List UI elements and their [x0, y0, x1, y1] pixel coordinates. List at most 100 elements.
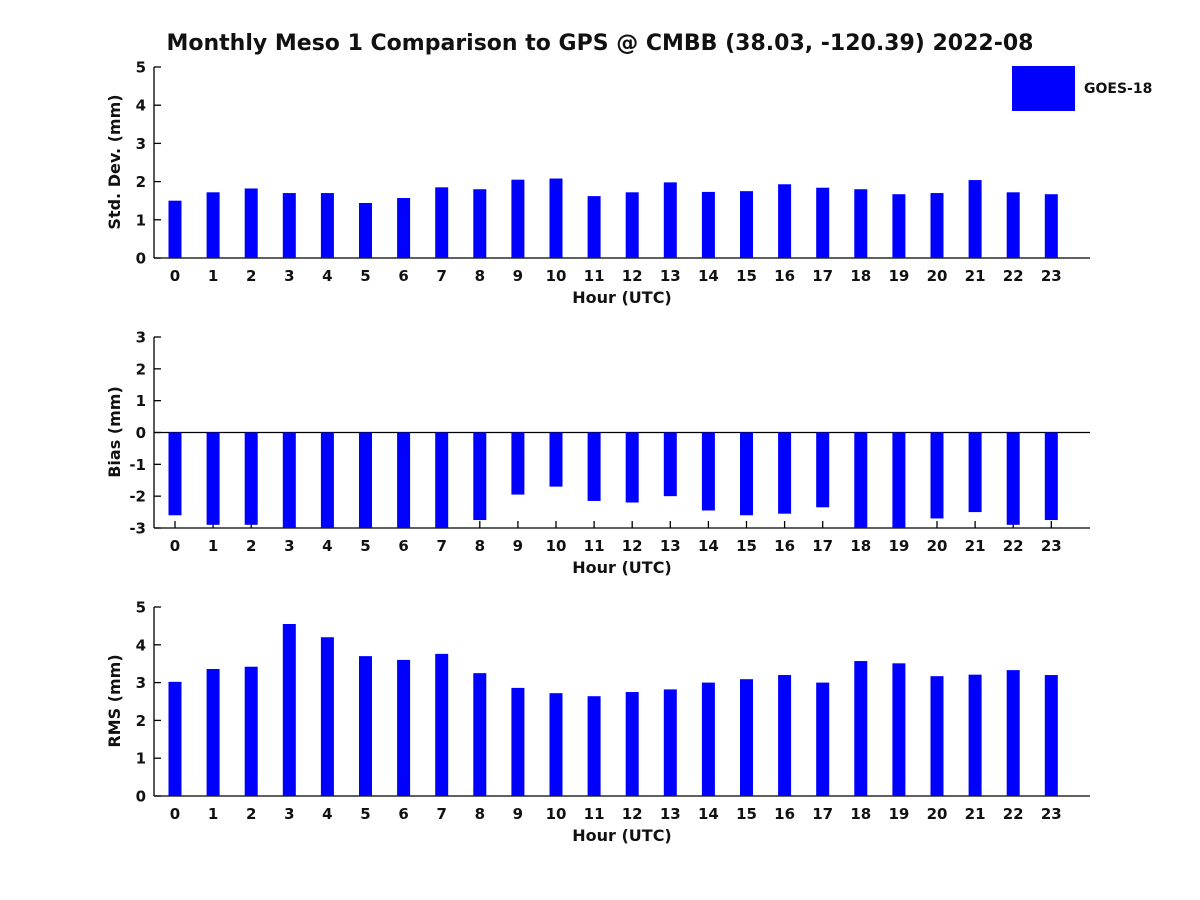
- bar-std-dev-h14: [701, 191, 715, 258]
- bar-rms-h1: [206, 668, 220, 796]
- bar-rms-h9: [511, 687, 525, 796]
- legend-swatch-goes18: [1012, 66, 1075, 111]
- x-tick-label: 14: [698, 537, 719, 555]
- x-tick-label: 14: [698, 267, 719, 285]
- bar-rms-h15: [740, 679, 753, 796]
- bar-rms-h11: [587, 696, 601, 796]
- bar-std-dev-h19: [892, 194, 906, 258]
- x-tick-label: 15: [736, 805, 757, 823]
- x-tick-label: 6: [398, 537, 408, 555]
- x-tick-label: 19: [888, 805, 909, 823]
- ylabel-std-dev: Std. Dev. (mm): [105, 94, 124, 230]
- y-tick-label: 1: [136, 392, 146, 410]
- bar-std-dev-h9: [511, 179, 525, 258]
- bar-std-dev-h20: [930, 193, 944, 258]
- y-tick-label: 3: [136, 329, 146, 347]
- y-tick-label: -2: [129, 488, 146, 506]
- x-tick-label: 1: [208, 805, 218, 823]
- x-tick-label: 10: [546, 267, 567, 285]
- x-tick-label: 5: [360, 537, 370, 555]
- x-tick-label: 21: [965, 267, 986, 285]
- bar-std-dev-h13: [663, 182, 677, 258]
- bar-std-dev-h4: [320, 193, 334, 258]
- bar-rms-h10: [549, 693, 563, 796]
- x-tick-label: 13: [660, 805, 681, 823]
- bar-std-dev-h21: [968, 180, 982, 258]
- xlabel-hour-utc-middle: Hour (UTC): [572, 558, 672, 577]
- x-tick-label: 20: [927, 267, 948, 285]
- x-tick-label: 6: [398, 267, 408, 285]
- bar-rms-h21: [968, 674, 982, 796]
- y-tick-label: 2: [136, 360, 146, 378]
- x-tick-label: 18: [850, 805, 871, 823]
- bar-bias-h3: [282, 432, 296, 528]
- x-tick-label: 2: [246, 267, 256, 285]
- bar-rms-h18: [854, 661, 868, 796]
- x-tick-label: 2: [246, 537, 256, 555]
- bar-rms-h6: [397, 659, 411, 796]
- x-tick-label: 19: [888, 537, 909, 555]
- bar-std-dev-h6: [397, 198, 411, 258]
- x-tick-label: 23: [1041, 267, 1062, 285]
- x-tick-label: 12: [622, 267, 643, 285]
- x-tick-label: 20: [927, 805, 948, 823]
- y-tick-label: 2: [136, 173, 146, 191]
- bar-bias-h10: [549, 432, 563, 487]
- legend: GOES-18: [1012, 66, 1152, 111]
- x-tick-label: 21: [965, 805, 986, 823]
- bar-bias-h21: [968, 432, 982, 513]
- y-tick-label: 5: [136, 59, 146, 77]
- x-tick-label: 18: [850, 267, 871, 285]
- x-tick-label: 10: [546, 537, 567, 555]
- bar-std-dev-h2: [244, 188, 258, 258]
- x-tick-label: 12: [622, 537, 643, 555]
- bar-std-dev-h5: [359, 202, 372, 258]
- x-tick-label: 21: [965, 537, 986, 555]
- y-tick-label: 0: [136, 788, 146, 806]
- bar-std-dev-h8: [473, 189, 487, 258]
- x-tick-label: 17: [812, 537, 833, 555]
- bar-rms-h2: [244, 666, 258, 796]
- bar-rms-h19: [892, 663, 906, 796]
- bar-rms-h5: [359, 656, 372, 796]
- x-tick-label: 11: [584, 805, 605, 823]
- bar-rms-h20: [930, 676, 944, 796]
- bar-std-dev-h23: [1044, 194, 1058, 258]
- bar-rms-h13: [663, 689, 677, 796]
- bar-std-dev-h16: [778, 184, 792, 258]
- bar-std-dev-h7: [435, 187, 449, 258]
- bar-std-dev-h10: [549, 178, 563, 258]
- x-tick-label: 8: [475, 267, 485, 285]
- bar-std-dev-h22: [1006, 192, 1020, 258]
- y-tick-label: 3: [136, 135, 146, 153]
- x-tick-label: 15: [736, 537, 757, 555]
- bar-rms-h12: [625, 692, 639, 796]
- x-tick-label: 7: [436, 267, 446, 285]
- bar-rms-h14: [701, 682, 715, 796]
- x-tick-label: 1: [208, 267, 218, 285]
- bar-std-dev-h11: [587, 196, 601, 258]
- x-tick-label: 22: [1003, 805, 1024, 823]
- bar-bias-h8: [473, 432, 487, 521]
- bar-bias-h16: [778, 432, 792, 514]
- bar-rms-h16: [778, 675, 792, 796]
- figure-title: Monthly Meso 1 Comparison to GPS @ CMBB …: [166, 31, 1034, 56]
- ylabel-bias: Bias (mm): [105, 386, 124, 478]
- x-tick-label: 3: [284, 805, 294, 823]
- bar-rms-h0: [168, 681, 182, 796]
- x-tick-label: 9: [513, 805, 523, 823]
- x-tick-label: 18: [850, 537, 871, 555]
- xlabel-hour-utc-top: Hour (UTC): [572, 288, 672, 307]
- y-tick-label: 4: [136, 97, 146, 115]
- bar-bias-h0: [168, 432, 182, 516]
- bar-bias-h11: [587, 432, 601, 501]
- x-tick-label: 13: [660, 267, 681, 285]
- x-tick-label: 11: [584, 537, 605, 555]
- legend-label: GOES-18: [1084, 80, 1153, 97]
- x-tick-label: 4: [322, 537, 332, 555]
- bar-bias-h23: [1044, 432, 1058, 521]
- bar-rms-h22: [1006, 670, 1020, 796]
